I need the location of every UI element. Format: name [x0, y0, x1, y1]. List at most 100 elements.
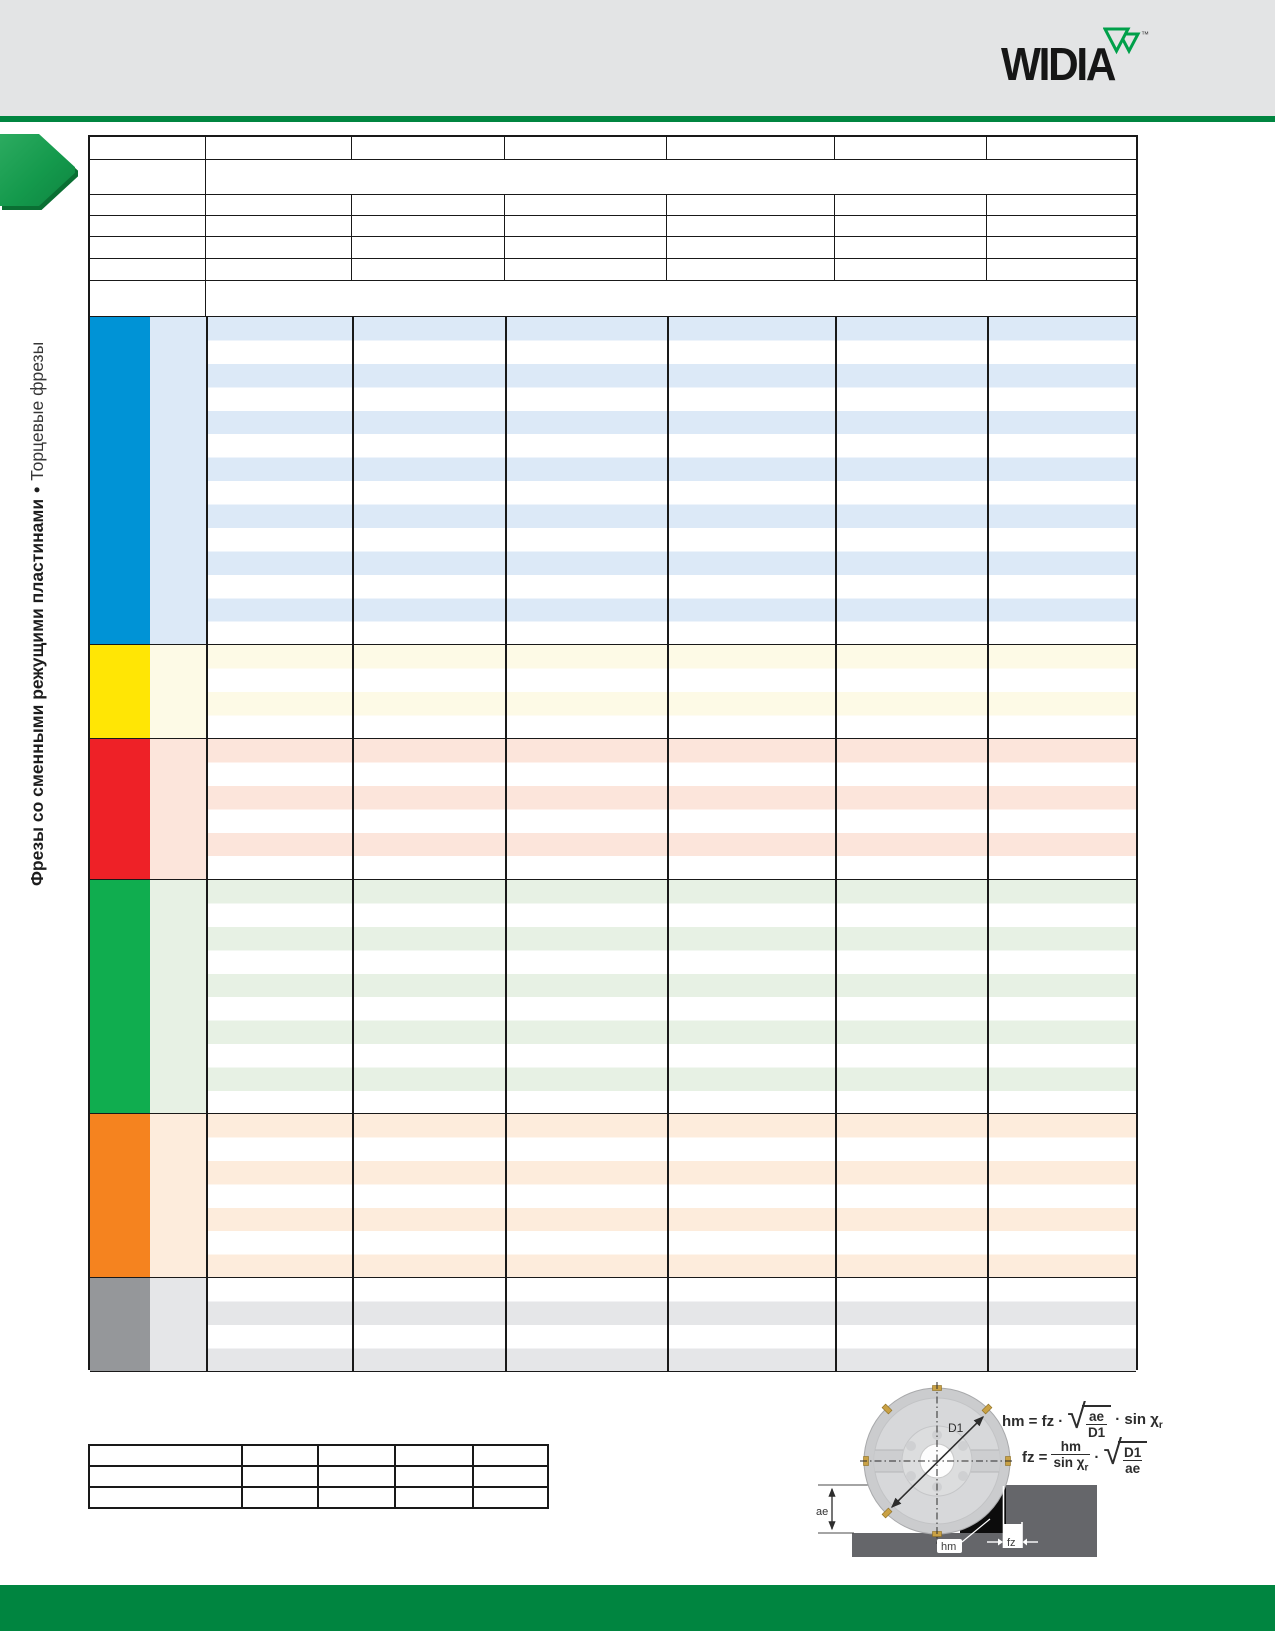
- sidebar-title-page: Торцевые фрезы: [27, 341, 47, 481]
- header-cell: [352, 216, 505, 237]
- header-row: [90, 137, 1136, 160]
- header-cell: [505, 195, 667, 216]
- group-striped-rows: [208, 1278, 1136, 1371]
- legend-cell: [90, 1446, 243, 1467]
- header-cell: [505, 216, 667, 237]
- group-green: [90, 880, 1136, 1114]
- group-striped-rows: [208, 739, 1136, 879]
- header-cell: [835, 216, 987, 237]
- header-cell: [667, 237, 835, 259]
- header-cell: [835, 195, 987, 216]
- header-cell: [505, 259, 667, 281]
- header-cell: [987, 259, 1136, 281]
- column-rule: [987, 317, 989, 1372]
- header-cell: [667, 259, 835, 281]
- header-cell: [352, 137, 505, 160]
- header-cell: [352, 195, 505, 216]
- group-color-bar: [90, 317, 150, 644]
- fz-label: fz: [1007, 1537, 1016, 1549]
- header-cell: [987, 216, 1136, 237]
- header-cell: [987, 195, 1136, 216]
- legend-cell: [319, 1488, 396, 1507]
- group-orange: [90, 1114, 1136, 1278]
- header-cell: [352, 259, 505, 281]
- sidebar-title-category: Фрезы со сменными режущими пластинами: [27, 498, 47, 886]
- group-tint-column: [150, 645, 208, 738]
- table-header: [90, 137, 1136, 317]
- header-band: WIDIA ™: [0, 0, 1275, 116]
- header-cell: [206, 237, 352, 259]
- group-tint-column: [150, 1114, 208, 1277]
- widia-logo-text: WIDIA: [1001, 38, 1116, 90]
- legend-cell: [474, 1488, 547, 1507]
- column-rule: [206, 317, 208, 1372]
- section-tab-face: [0, 134, 75, 206]
- legend-cell: [396, 1488, 474, 1507]
- legend-cell: [243, 1446, 319, 1467]
- header-cell: [835, 259, 987, 281]
- header-cell: [206, 216, 352, 237]
- header-row: [90, 216, 1136, 237]
- formula-fz-fraction: hm sin χr: [1051, 1438, 1091, 1474]
- legend-cell: [396, 1467, 474, 1488]
- ae-label: ae: [816, 1506, 828, 1518]
- header-cell: [835, 137, 987, 160]
- group-red: [90, 739, 1136, 880]
- header-cell: [667, 216, 835, 237]
- header-cell: [90, 137, 206, 160]
- header-cell: [505, 137, 667, 160]
- legend-cell: [474, 1467, 547, 1488]
- header-row: [90, 195, 1136, 216]
- group-yellow: [90, 645, 1136, 739]
- column-rule: [835, 317, 837, 1372]
- header-cell: [90, 195, 206, 216]
- group-blue: [90, 317, 1136, 645]
- column-rule: [667, 317, 669, 1372]
- d1-label: D1: [948, 1421, 964, 1435]
- legend-cell: [90, 1488, 243, 1507]
- legend-cell: [319, 1467, 396, 1488]
- group-tint-column: [150, 1278, 208, 1371]
- group-tint-column: [150, 739, 208, 879]
- group-color-bar: [90, 1114, 150, 1277]
- formula-hm: hm = fz · √ ae D1 · sin χr: [1002, 1400, 1163, 1440]
- group-striped-rows: [208, 880, 1136, 1113]
- header-cell: [505, 237, 667, 259]
- widia-logo: WIDIA ™: [1001, 27, 1149, 92]
- trademark-symbol: ™: [1141, 30, 1149, 39]
- group-striped-rows: [208, 1114, 1136, 1277]
- header-cell: [90, 216, 206, 237]
- group-tint-column: [150, 880, 208, 1113]
- sidebar-title-separator: •: [27, 486, 47, 493]
- header-cell: [90, 281, 206, 317]
- hm-label: hm: [941, 1541, 956, 1553]
- header-cell: [206, 137, 352, 160]
- legend-cell: [396, 1446, 474, 1467]
- header-cell: [206, 259, 352, 281]
- header-cell: [835, 237, 987, 259]
- workpiece: [852, 1485, 1097, 1557]
- group-striped-rows: [208, 645, 1136, 738]
- group-tint-column: [150, 317, 208, 644]
- legend-table: [88, 1444, 549, 1509]
- header-cell: [90, 259, 206, 281]
- formula-fz: fz = hm sin χr · √ D1 ae: [1022, 1436, 1148, 1476]
- legend-cell: [319, 1446, 396, 1467]
- header-cell: [206, 160, 1136, 195]
- header-cell: [90, 160, 206, 195]
- header-cell: [206, 281, 1136, 317]
- header-row: [90, 237, 1136, 259]
- legend-cell: [90, 1467, 243, 1488]
- header-cell: [987, 137, 1136, 160]
- widia-emblem-icon: [1103, 27, 1141, 55]
- section-tab: [0, 134, 78, 210]
- formula-hm-lhs: hm = fz ·: [1002, 1412, 1064, 1430]
- legend-cell: [243, 1467, 319, 1488]
- header-row: [90, 281, 1136, 317]
- header-cell: [352, 237, 505, 259]
- formula-fz-lhs: fz =: [1022, 1448, 1048, 1466]
- group-color-bar: [90, 739, 150, 879]
- header-row: [90, 160, 1136, 195]
- table-body: [90, 317, 1136, 1372]
